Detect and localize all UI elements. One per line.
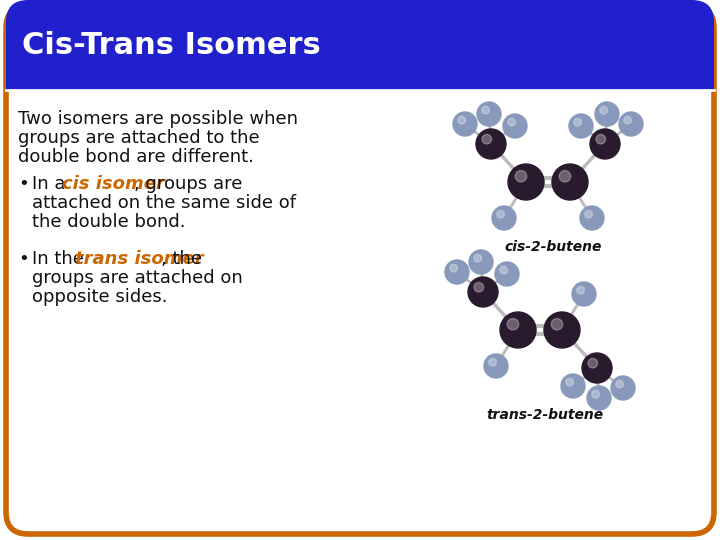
Circle shape	[611, 376, 635, 400]
Text: attached on the same side of: attached on the same side of	[32, 194, 296, 212]
Circle shape	[582, 353, 612, 383]
Text: , the: , the	[161, 250, 202, 268]
Text: opposite sides.: opposite sides.	[32, 288, 168, 306]
Circle shape	[616, 380, 624, 388]
Circle shape	[476, 129, 506, 159]
Text: •: •	[18, 175, 29, 193]
Circle shape	[492, 206, 516, 230]
Circle shape	[453, 112, 477, 136]
Text: In a: In a	[32, 175, 71, 193]
Circle shape	[580, 206, 604, 230]
Circle shape	[507, 319, 518, 330]
Circle shape	[572, 282, 596, 306]
Circle shape	[619, 112, 643, 136]
Circle shape	[592, 390, 600, 398]
Circle shape	[585, 210, 593, 218]
Circle shape	[588, 359, 598, 368]
Circle shape	[497, 210, 505, 218]
Circle shape	[469, 250, 493, 274]
Circle shape	[574, 118, 582, 126]
Circle shape	[482, 106, 490, 114]
FancyBboxPatch shape	[6, 0, 714, 90]
Text: Two isomers are possible when: Two isomers are possible when	[18, 110, 298, 128]
Circle shape	[624, 116, 631, 124]
Circle shape	[587, 386, 611, 410]
Circle shape	[596, 134, 606, 144]
Circle shape	[474, 254, 482, 262]
Circle shape	[508, 118, 516, 126]
Circle shape	[600, 106, 608, 114]
Circle shape	[495, 262, 519, 286]
Circle shape	[482, 134, 492, 144]
Circle shape	[561, 374, 585, 398]
Text: the double bond.: the double bond.	[32, 213, 186, 231]
Circle shape	[544, 312, 580, 348]
Text: cis isomer: cis isomer	[62, 175, 165, 193]
Bar	[6, 68, 714, 90]
Circle shape	[569, 114, 593, 138]
Text: trans isomer: trans isomer	[75, 250, 204, 268]
Text: , groups are: , groups are	[134, 175, 243, 193]
Circle shape	[450, 264, 457, 272]
Circle shape	[595, 102, 619, 126]
Text: cis-2-butene: cis-2-butene	[504, 240, 602, 254]
Circle shape	[590, 129, 620, 159]
Circle shape	[577, 286, 585, 294]
Circle shape	[552, 319, 563, 330]
Text: trans-2-butene: trans-2-butene	[487, 408, 603, 422]
Text: groups are attached to the: groups are attached to the	[18, 129, 260, 147]
Circle shape	[508, 164, 544, 200]
Text: groups are attached on: groups are attached on	[32, 269, 243, 287]
Circle shape	[458, 116, 465, 124]
Text: In the: In the	[32, 250, 89, 268]
FancyBboxPatch shape	[6, 6, 714, 534]
Circle shape	[559, 171, 571, 182]
Circle shape	[566, 379, 574, 386]
Circle shape	[468, 277, 498, 307]
Circle shape	[445, 260, 469, 284]
Text: •: •	[18, 250, 29, 268]
Text: Cis-Trans Isomers: Cis-Trans Isomers	[22, 30, 320, 59]
Circle shape	[516, 171, 527, 182]
Circle shape	[500, 266, 508, 274]
Circle shape	[500, 312, 536, 348]
Text: double bond are different.: double bond are different.	[18, 148, 254, 166]
Circle shape	[552, 164, 588, 200]
Circle shape	[474, 282, 484, 292]
Circle shape	[477, 102, 501, 126]
Circle shape	[489, 359, 497, 366]
Circle shape	[503, 114, 527, 138]
Circle shape	[484, 354, 508, 378]
